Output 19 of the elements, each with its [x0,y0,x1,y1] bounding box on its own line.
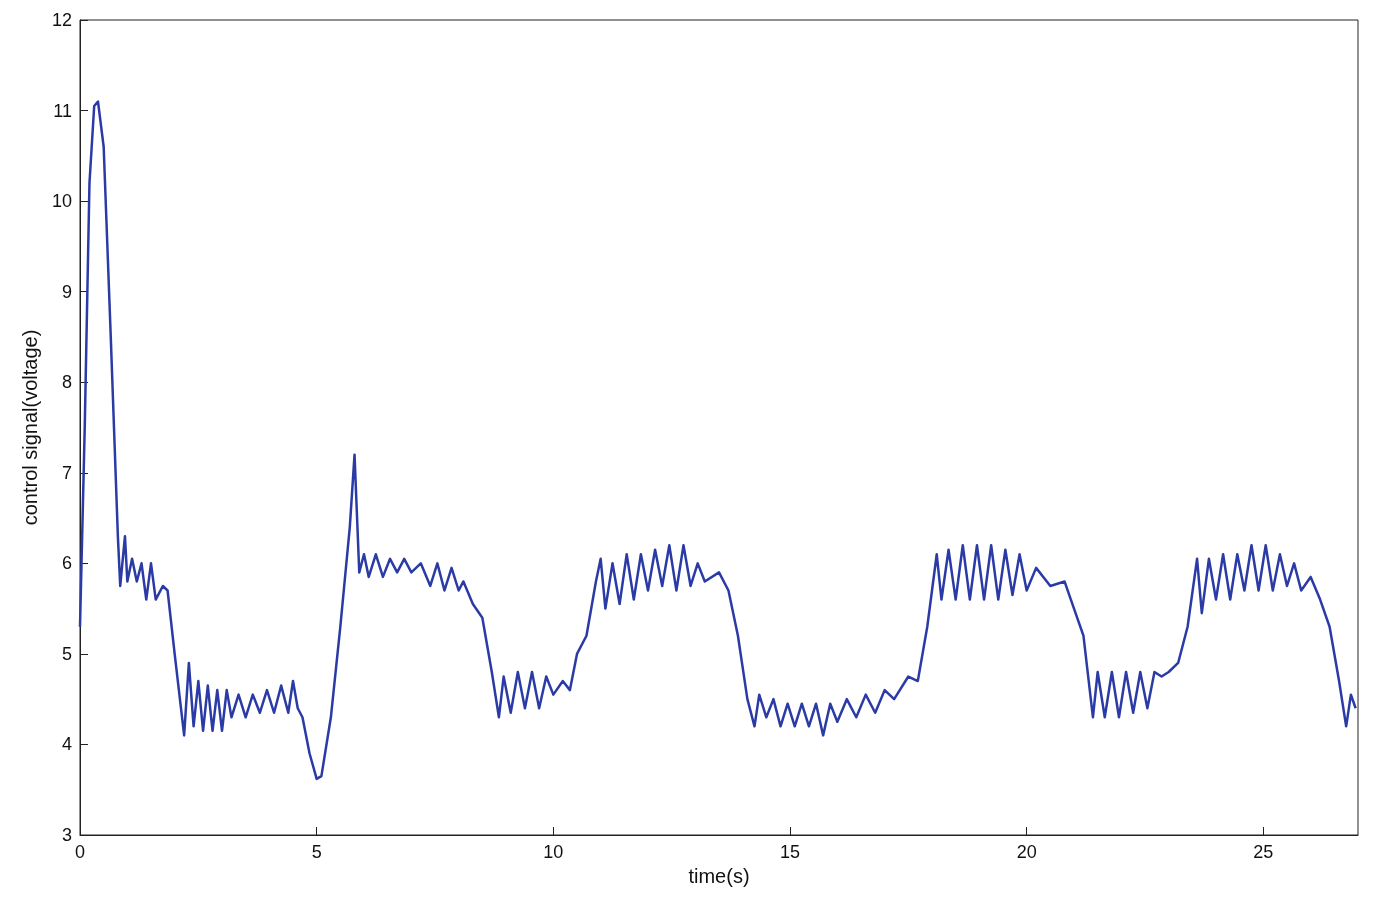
y-tick-label: 4 [61,734,72,755]
y-tick-label: 12 [51,10,72,30]
x-tick-label: 25 [1253,842,1274,862]
line-series [78,100,1357,781]
x-tick-label: 5 [311,842,322,862]
y-tick-label: 8 [61,372,72,393]
y-tick-label: 5 [61,643,72,664]
y-axis-title: control signal(voltage) [19,329,41,526]
y-tick-label: 6 [61,553,72,574]
x-tick-label: 0 [74,842,86,862]
x-tick-label: 10 [543,842,564,862]
y-tick-label: 7 [61,462,72,483]
y-tick-label: 3 [61,825,72,845]
x-tick-label: 15 [779,842,801,862]
y-tick-label: 10 [51,191,72,212]
y-tick-label: 11 [53,100,72,121]
x-axis-title: time(s) [688,864,750,887]
x-tick-label: 20 [1016,842,1037,862]
y-tick-label: 9 [61,281,72,302]
